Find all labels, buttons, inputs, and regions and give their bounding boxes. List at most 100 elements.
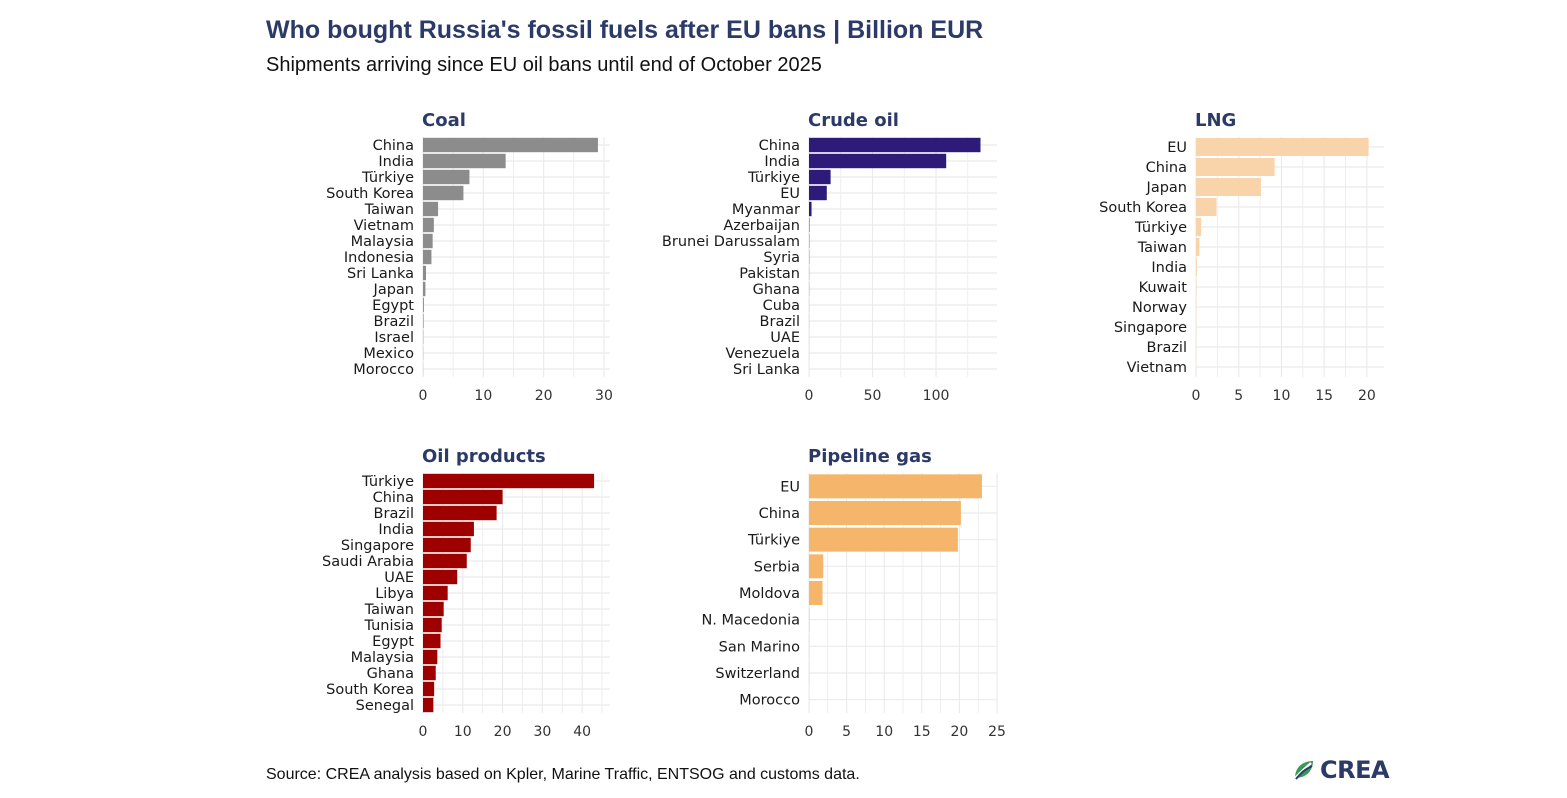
crea-logo: CREA — [1292, 756, 1390, 784]
y-tick-label: Morocco — [353, 362, 414, 378]
panel-title: Crude oil — [808, 110, 899, 131]
x-tick-label: 50 — [864, 388, 882, 404]
source-note: Source: CREA analysis based on Kpler, Ma… — [266, 766, 860, 783]
y-tick-label: India — [764, 154, 800, 170]
x-tick-label: 30 — [533, 724, 551, 740]
bar-indonesia — [423, 249, 432, 265]
y-tick-label: Japan — [1146, 180, 1187, 196]
x-tick-label: 10 — [1273, 388, 1291, 404]
y-tick-label: Vietnam — [1127, 360, 1187, 376]
panel-title: Pipeline gas — [808, 446, 932, 467]
y-tick-label: Malaysia — [351, 650, 414, 666]
x-tick-label: 15 — [913, 724, 931, 740]
y-tick-label: Brazil — [760, 314, 800, 330]
chart-subtitle: Shipments arriving since EU oil bans unt… — [266, 54, 822, 76]
x-tick-label: 20 — [494, 724, 512, 740]
bar-eu — [809, 474, 982, 499]
y-tick-label: Türkiye — [361, 170, 414, 186]
panel-background — [1196, 137, 1384, 377]
y-tick-label: India — [378, 522, 414, 538]
y-tick-label: Serbia — [754, 559, 800, 575]
bar-malaysia — [423, 649, 438, 665]
y-tick-label: Taiwan — [364, 202, 414, 218]
bar-saudi-arabia — [423, 553, 467, 569]
bar-japan — [1196, 178, 1261, 196]
bar-china — [1196, 158, 1275, 176]
y-tick-label: Brazil — [374, 314, 414, 330]
y-tick-label: EU — [1167, 140, 1187, 156]
y-tick-label: Singapore — [341, 538, 414, 554]
x-tick-label: 20 — [1358, 388, 1376, 404]
y-tick-label: Venezuela — [726, 346, 800, 362]
y-tick-label: Sri Lanka — [733, 362, 800, 378]
y-tick-label: Israel — [374, 330, 414, 346]
panel-title: Oil products — [422, 446, 546, 467]
x-tick-label: 0 — [805, 724, 814, 740]
y-tick-label: Senegal — [356, 698, 414, 714]
y-tick-label: South Korea — [326, 682, 414, 698]
y-tick-label: Myanmar — [732, 202, 800, 218]
bar-taiwan — [1196, 238, 1200, 256]
y-tick-label: Egypt — [372, 298, 414, 314]
bar-brazil — [423, 313, 424, 329]
x-tick-label: 25 — [988, 724, 1006, 740]
bar-south-korea — [423, 681, 435, 697]
bar-china — [423, 489, 503, 505]
y-tick-label: Mexico — [363, 346, 414, 362]
y-tick-label: Malaysia — [351, 234, 414, 250]
y-tick-label: India — [378, 154, 414, 170]
y-tick-label: China — [373, 490, 414, 506]
bar-brazil — [423, 505, 497, 521]
bar-moldova — [809, 581, 823, 605]
y-tick-label: Indonesia — [344, 250, 414, 266]
bar-ghana — [423, 665, 436, 681]
x-tick-label: 0 — [419, 724, 428, 740]
bar-india — [809, 153, 947, 169]
x-tick-label: 0 — [805, 388, 814, 404]
y-tick-label: Türkiye — [1134, 220, 1187, 236]
bar-vietnam — [423, 217, 434, 233]
y-tick-label: Türkiye — [747, 170, 800, 186]
bar-china — [423, 137, 598, 153]
y-tick-label: Egypt — [372, 634, 414, 650]
y-tick-label: Türkiye — [361, 474, 414, 490]
x-tick-label: 30 — [595, 388, 613, 404]
bar-serbia — [809, 554, 824, 579]
y-tick-label: Sri Lanka — [347, 266, 414, 282]
y-tick-label: UAE — [770, 330, 800, 346]
bar-tunisia — [423, 617, 442, 633]
panel-oil-products: 0 10 20 30 40 TürkiyeChinaBrazilIndiaSingapor… — [322, 446, 610, 740]
y-tick-label: Brunei Darussalam — [662, 234, 800, 250]
y-tick-label: China — [759, 138, 800, 154]
y-tick-label: Singapore — [1114, 320, 1187, 336]
bar-taiwan — [423, 201, 439, 217]
bar-india — [423, 521, 474, 537]
x-tick-label: 15 — [1315, 388, 1333, 404]
panel-title: LNG — [1195, 110, 1236, 131]
bar-senegal — [423, 697, 434, 713]
y-tick-label: Cuba — [763, 298, 800, 314]
panel-pipeline-gas: 0 5 10 15 20 25 EU China Türkiye Serbia Moldova N. … — [701, 446, 1005, 740]
bar-eu — [809, 185, 827, 201]
x-tick-label: 100 — [923, 388, 950, 404]
y-tick-label: Kuwait — [1139, 280, 1188, 296]
bar-south-korea — [423, 185, 464, 201]
y-tick-label: Tunisia — [363, 618, 414, 634]
y-tick-label: Ghana — [367, 666, 414, 682]
x-tick-label: 10 — [875, 724, 893, 740]
crea-logo-text: CREA — [1320, 756, 1390, 784]
y-tick-label: China — [759, 506, 800, 522]
y-tick-label: Vietnam — [354, 218, 414, 234]
y-tick-label: Pakistan — [739, 266, 800, 282]
x-tick-label: 0 — [1192, 388, 1201, 404]
chart-title: Who bought Russia's fossil fuels after E… — [266, 16, 984, 44]
bar-uae — [423, 569, 458, 585]
y-tick-label: South Korea — [1099, 200, 1187, 216]
panel-title: Coal — [422, 110, 466, 131]
y-tick-label: Morocco — [739, 693, 800, 709]
y-tick-label: Switzerland — [715, 666, 800, 682]
x-tick-label: 5 — [1234, 388, 1243, 404]
bar-taiwan — [423, 601, 444, 617]
bar-malaysia — [423, 233, 433, 249]
bar-eu — [1196, 138, 1369, 156]
